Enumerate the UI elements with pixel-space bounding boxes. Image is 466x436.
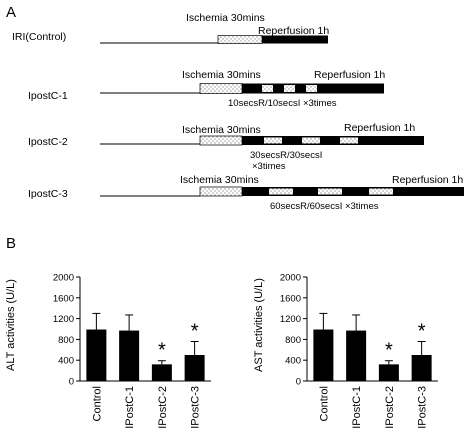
ast-x-tick-label-ipostc-3: IPostC-3 [417,386,429,429]
ast-y-tick-label: 800 [285,335,301,346]
row-ipostc3-reperfusion-label: Reperfusion 1h [392,174,463,186]
alt-y-tick-label: 1200 [53,314,74,325]
ast-y-axis-label: AST activities (U/L) [253,278,265,372]
alt-x-tick-label-ipostc-1: IPostC-1 [124,386,136,429]
row-control-ischemia-block [217,35,263,44]
row-ipostc2-cycle-ischemia-2 [302,137,320,144]
ast-y-tick-label: 400 [285,356,301,367]
row-ipostc1-cycle-ischemia-2 [284,85,295,92]
alt-y-tick-label: 2000 [53,273,74,284]
row-ipostc2-ischemia-label: Ischemia 30mins [182,124,261,136]
panel-b-letter: B [6,235,16,252]
alt-x-tick-label-ipostc-3: IPostC-3 [190,386,202,429]
alt-chart: ALT activities (U/L) 0 400 800 1200 1600 2000… [5,273,211,429]
alt-x-tick-label-control: Control [91,386,103,421]
row-label-ipostc2: IpostC-2 [28,136,68,148]
ast-y-tick-label: 2000 [280,273,301,284]
row-ipostc2-ischemia-block [199,135,243,146]
row-ipostc2-cycle-ischemia-3 [340,137,358,144]
row-ipostc2-cycle-text-line2: ×3times [252,161,286,172]
row-control-reperfusion-block [262,35,328,44]
alt-significance-mark: * [158,340,166,362]
row-ipostc2-cycle-text-line1: 30secsR/30secsI [250,150,322,161]
ast-chart: AST activities (U/L) 0 400 800 1200 1600 2000… [253,273,438,429]
alt-y-tick-label: 800 [58,335,74,346]
row-ipostc3-cycle-text: 60secsR/60secsI ×3times [270,201,379,212]
ast-significance-mark: * [418,320,426,342]
row-control-ischemia-label: Ischemia 30mins [186,12,265,24]
ast-significance-mark: * [385,340,393,362]
protocol-row-ipostc2: IpostC-2 Ischemia 30mins Reperfusion 1h … [28,122,424,172]
protocol-row-control: IRI(Control) Ischemia 30mins Reperfusion… [12,12,329,44]
ast-bar-ipostc-1 [346,330,367,381]
row-ipostc1-cycle-ischemia-1 [262,85,273,92]
row-ipostc1-cycle-ischemia-3 [306,85,317,92]
alt-significance-mark: * [191,320,199,342]
row-ipostc3-cycle-ischemia-2 [318,188,342,195]
ast-x-tick-label-control: Control [318,386,330,421]
row-ipostc3-reperfusion-block [242,187,464,196]
row-ipostc3-ischemia-block [199,186,243,197]
row-ipostc1-reperfusion-label: Reperfusion 1h [314,69,385,81]
alt-y-axis-label: ALT activities (U/L) [5,279,17,371]
alt-bar-ipostc-2 [151,364,172,381]
ast-y-tick-label: 1600 [280,293,301,304]
alt-x-tick-label-ipostc-2: IPostC-2 [157,386,169,429]
alt-bar-control [86,329,107,381]
row-label-ipostc3: IpostC-3 [28,188,68,200]
ast-x-tick-label-ipostc-2: IPostC-2 [384,386,396,429]
panel-a-letter: A [6,4,16,21]
row-ipostc1-cycle-text: 10secsR/10secsI ×3times [228,98,337,109]
alt-y-tick-label: 0 [69,377,74,388]
ast-y-tick-label: 1200 [280,314,301,325]
row-ipostc1-ischemia-label: Ischemia 30mins [182,69,261,81]
row-ipostc1-ischemia-block [199,83,243,94]
ast-bar-control [313,329,334,381]
row-label-ipostc1: IpostC-1 [28,90,68,102]
alt-bar-ipostc-1 [119,330,140,381]
alt-bar-ipostc-3 [184,355,205,381]
ast-y-tick-label: 0 [296,377,301,388]
row-ipostc3-cycle-ischemia-3 [369,188,393,195]
alt-y-tick-label: 400 [58,356,74,367]
ast-x-tick-label-ipostc-1: IPostC-1 [351,386,363,429]
row-ipostc2-cycle-ischemia-1 [264,137,282,144]
row-ipostc2-reperfusion-block [242,136,424,145]
row-label-control: IRI(Control) [12,31,66,43]
row-ipostc3-cycle-ischemia-1 [269,188,293,195]
ast-bar-ipostc-2 [378,364,399,381]
ast-bar-ipostc-3 [411,355,432,381]
row-ipostc3-ischemia-label: Ischemia 30mins [180,174,259,186]
protocol-row-ipostc1: IpostC-1 Ischemia 30mins Reperfusion 1h … [28,69,385,109]
alt-y-tick-label: 1600 [53,293,74,304]
row-ipostc2-reperfusion-label: Reperfusion 1h [344,122,415,134]
protocol-row-ipostc3: IpostC-3 Ischemia 30mins Reperfusion 1h … [28,174,464,212]
row-control-reperfusion-label: Reperfusion 1h [258,25,329,37]
